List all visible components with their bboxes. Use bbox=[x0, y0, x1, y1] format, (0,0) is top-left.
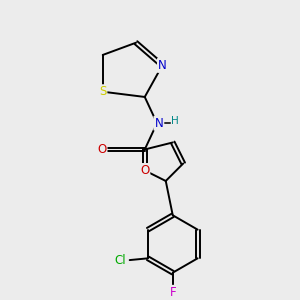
Text: O: O bbox=[140, 164, 149, 177]
Text: H: H bbox=[171, 116, 179, 127]
Text: F: F bbox=[169, 286, 176, 299]
Text: O: O bbox=[97, 143, 106, 156]
Text: N: N bbox=[154, 117, 163, 130]
Text: N: N bbox=[158, 59, 167, 72]
Text: S: S bbox=[99, 85, 106, 98]
Text: Cl: Cl bbox=[114, 254, 126, 267]
